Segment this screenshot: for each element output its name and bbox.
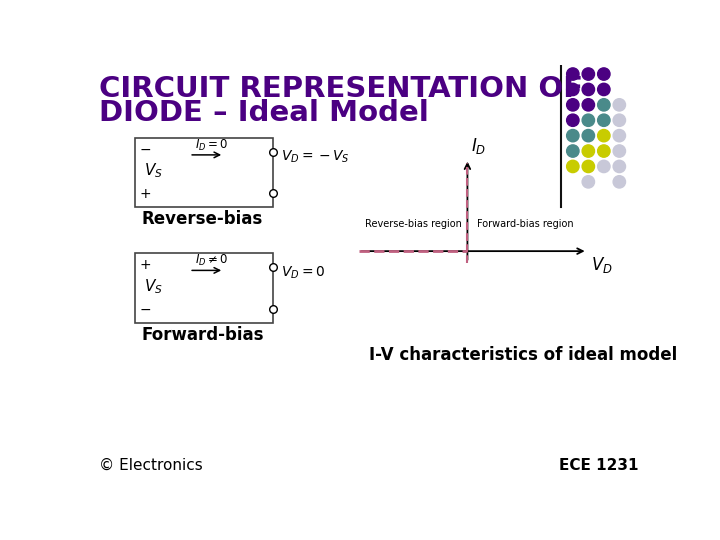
Text: $I_D = 0$: $I_D = 0$ <box>195 138 228 153</box>
Text: © Electronics: © Electronics <box>99 458 203 473</box>
Text: +: + <box>140 187 151 201</box>
Text: −: − <box>140 143 151 157</box>
Circle shape <box>598 68 610 80</box>
Text: $V_S$: $V_S$ <box>144 277 163 296</box>
Circle shape <box>582 145 595 157</box>
Text: DIODE – Ideal Model: DIODE – Ideal Model <box>99 99 429 127</box>
Text: $I_D$: $I_D$ <box>471 137 486 157</box>
Text: $V_S$: $V_S$ <box>144 161 163 180</box>
Circle shape <box>598 145 610 157</box>
Text: Reverse-bias region: Reverse-bias region <box>365 219 462 229</box>
Bar <box>135 138 273 207</box>
Text: +: + <box>140 258 151 272</box>
Circle shape <box>567 83 579 96</box>
Text: I-V characteristics of ideal model: I-V characteristics of ideal model <box>369 346 678 364</box>
Text: Forward-bias region: Forward-bias region <box>477 219 574 229</box>
Circle shape <box>613 176 626 188</box>
Circle shape <box>582 68 595 80</box>
Circle shape <box>567 99 579 111</box>
Circle shape <box>613 99 626 111</box>
Text: −: − <box>140 302 151 316</box>
Circle shape <box>582 176 595 188</box>
Circle shape <box>567 145 579 157</box>
Circle shape <box>567 160 579 173</box>
Circle shape <box>598 114 610 126</box>
Circle shape <box>613 160 626 173</box>
Circle shape <box>567 68 579 80</box>
Circle shape <box>582 130 595 142</box>
Circle shape <box>582 99 595 111</box>
Text: $V_D = 0$: $V_D = 0$ <box>281 264 325 281</box>
Text: $V_D = - V_S$: $V_D = - V_S$ <box>281 148 349 165</box>
Bar <box>135 253 273 323</box>
Text: CIRCUIT REPRESENTATION OF: CIRCUIT REPRESENTATION OF <box>99 75 583 103</box>
Text: Forward-bias: Forward-bias <box>141 326 264 344</box>
Circle shape <box>567 114 579 126</box>
Circle shape <box>613 145 626 157</box>
Text: ECE 1231: ECE 1231 <box>559 458 639 473</box>
Circle shape <box>598 99 610 111</box>
Circle shape <box>598 83 610 96</box>
Circle shape <box>582 83 595 96</box>
Circle shape <box>582 114 595 126</box>
Circle shape <box>613 114 626 126</box>
Text: $V_D$: $V_D$ <box>590 255 613 275</box>
Circle shape <box>582 160 595 173</box>
Circle shape <box>567 130 579 142</box>
Circle shape <box>613 130 626 142</box>
Text: $I_D \neq 0$: $I_D \neq 0$ <box>195 253 228 268</box>
Circle shape <box>598 130 610 142</box>
Text: Reverse-bias: Reverse-bias <box>141 211 262 228</box>
Circle shape <box>598 160 610 173</box>
